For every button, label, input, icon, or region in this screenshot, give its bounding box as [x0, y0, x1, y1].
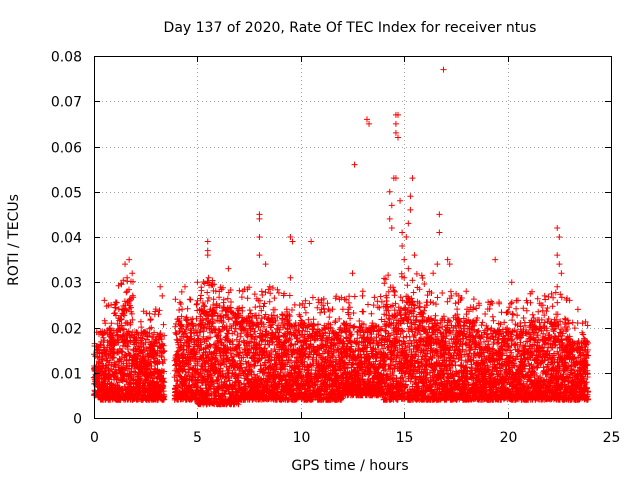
data-point-outlier [401, 256, 408, 263]
data-point-outlier [407, 193, 414, 200]
y-tick-label: 0 [73, 412, 82, 428]
data-point-outlier [508, 279, 515, 286]
data-points-layer [90, 66, 592, 408]
data-point-outlier [204, 238, 211, 245]
data-point-outlier [411, 252, 418, 259]
data-point-outlier [204, 252, 211, 259]
data-point-outlier [405, 265, 412, 272]
data-point-outlier [492, 256, 499, 263]
data-point-outlier [394, 134, 401, 141]
data-point-outlier [124, 274, 131, 281]
data-point-outlier [388, 202, 395, 209]
y-axis-label: ROTI / TECUs [6, 194, 22, 286]
data-point-outlier [359, 288, 366, 295]
data-point-outlier [266, 283, 273, 290]
data-point-outlier [225, 265, 232, 272]
data-point-outlier [407, 206, 414, 213]
y-tick-label: 0.03 [51, 276, 82, 292]
x-tick-label: 25 [603, 430, 621, 446]
data-point-outlier [239, 288, 246, 295]
x-tick-label: 15 [396, 430, 414, 446]
data-point-outlier [440, 66, 447, 73]
x-tick-label: 5 [193, 430, 202, 446]
data-point-outlier [556, 261, 563, 268]
data-point-outlier [124, 288, 131, 295]
data-point-outlier [558, 270, 565, 277]
data-point-outlier [444, 256, 451, 263]
data-point-outlier [318, 306, 325, 313]
data-point-outlier [101, 297, 108, 304]
data-point-outlier [392, 129, 399, 136]
data-point-outlier [566, 297, 573, 304]
data-point-outlier [392, 120, 399, 127]
data-point-outlier [194, 279, 201, 286]
data-point-outlier [405, 220, 412, 227]
data-point-outlier [386, 215, 393, 222]
chart-title: Day 137 of 2020, Rate Of TEC Index for r… [164, 20, 537, 36]
data-point-outlier [289, 238, 296, 245]
y-tick-label: 0.02 [51, 322, 82, 338]
x-axis-label: GPS time / hours [291, 458, 408, 474]
data-point-outlier [392, 175, 399, 182]
data-point-outlier [446, 261, 453, 268]
data-point-outlier [434, 261, 441, 268]
data-point-outlier [388, 224, 395, 231]
data-point-outlier [514, 297, 521, 304]
data-point-outlier [287, 234, 294, 240]
x-tick-label: 10 [293, 430, 311, 446]
data-point-outlier [262, 261, 269, 268]
y-tick-label: 0.07 [51, 95, 82, 111]
data-point-outlier [256, 215, 263, 222]
data-point-outlier [430, 270, 437, 277]
data-point-outlier [181, 283, 188, 290]
data-point-outlier [351, 161, 358, 168]
data-point-outlier [287, 274, 294, 281]
data-point-outlier [363, 116, 370, 123]
y-tick-label: 0.08 [51, 50, 82, 66]
data-point-outlier [399, 229, 406, 236]
x-tick-label: 20 [500, 430, 518, 446]
data-point-outlier [436, 211, 443, 218]
ticks-layer: 0 5 10 15 20 25 0 0.01 0.02 0.03 0.04 0.05 0.06 0.07 0… [51, 50, 621, 447]
data-point-outlier [554, 252, 561, 259]
data-point-outlier [554, 283, 561, 290]
data-point-outlier [397, 197, 404, 204]
data-point-outlier [126, 256, 133, 263]
data-point-outlier [122, 261, 129, 268]
data-point-outlier [556, 234, 563, 240]
data-point-outlier [463, 288, 470, 295]
data-point-outlier [366, 120, 373, 127]
data-point-outlier [386, 188, 393, 195]
data-point-outlier [256, 234, 263, 240]
data-point-outlier [256, 252, 263, 259]
data-point-outlier [554, 224, 561, 231]
data-point-outlier [308, 238, 315, 245]
x-tick-label: 0 [90, 430, 99, 446]
y-tick-label: 0.05 [51, 186, 82, 202]
data-point-outlier [394, 111, 401, 118]
data-point-outlier [403, 234, 410, 240]
y-tick-label: 0.01 [51, 367, 82, 383]
data-point-outlier [409, 175, 416, 182]
y-tick-label: 0.06 [51, 141, 82, 157]
data-point-outlier [159, 292, 166, 299]
data-point-outlier [401, 274, 408, 281]
data-point-outlier [349, 270, 356, 277]
data-point-outlier [436, 229, 443, 236]
data-point-outlier [157, 283, 164, 290]
data-point-outlier [399, 243, 406, 250]
data-points-band [90, 270, 592, 408]
y-tick-label: 0.04 [51, 231, 82, 247]
data-point-outlier [574, 306, 581, 313]
